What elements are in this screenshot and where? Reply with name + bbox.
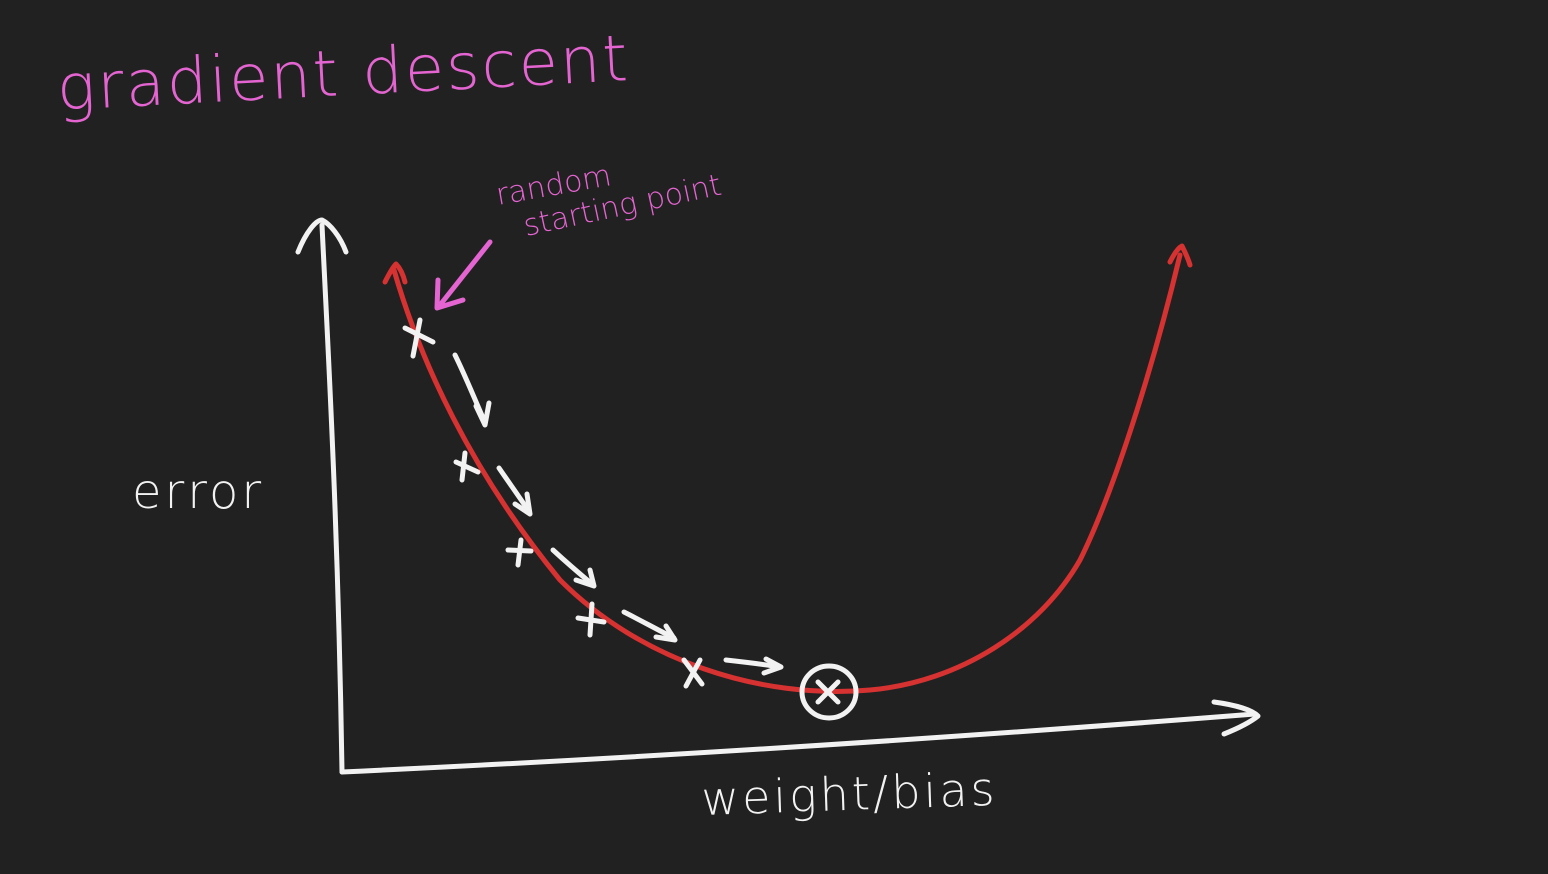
minimum-marker <box>799 663 859 721</box>
step-arrow-3 <box>550 547 597 589</box>
x-axis <box>339 699 1261 775</box>
step-marker-2 <box>453 450 481 483</box>
y-axis <box>295 217 349 775</box>
step-markers <box>402 317 859 721</box>
step-arrow-2 <box>496 465 533 517</box>
step-arrows <box>452 352 784 676</box>
annotation-arrow <box>434 239 493 311</box>
step-arrow-5 <box>723 656 784 676</box>
step-arrow-1 <box>452 352 492 428</box>
step-marker-4 <box>575 601 607 638</box>
diagram-title: gradient descent <box>55 22 631 126</box>
step-marker-5 <box>681 657 705 689</box>
step-marker-1 <box>402 317 436 359</box>
step-marker-3 <box>505 537 534 568</box>
y-axis-label: error <box>132 464 264 520</box>
error-curve <box>382 243 1193 695</box>
step-arrow-4 <box>621 609 678 643</box>
x-axis-label: weight/bias <box>700 762 998 826</box>
